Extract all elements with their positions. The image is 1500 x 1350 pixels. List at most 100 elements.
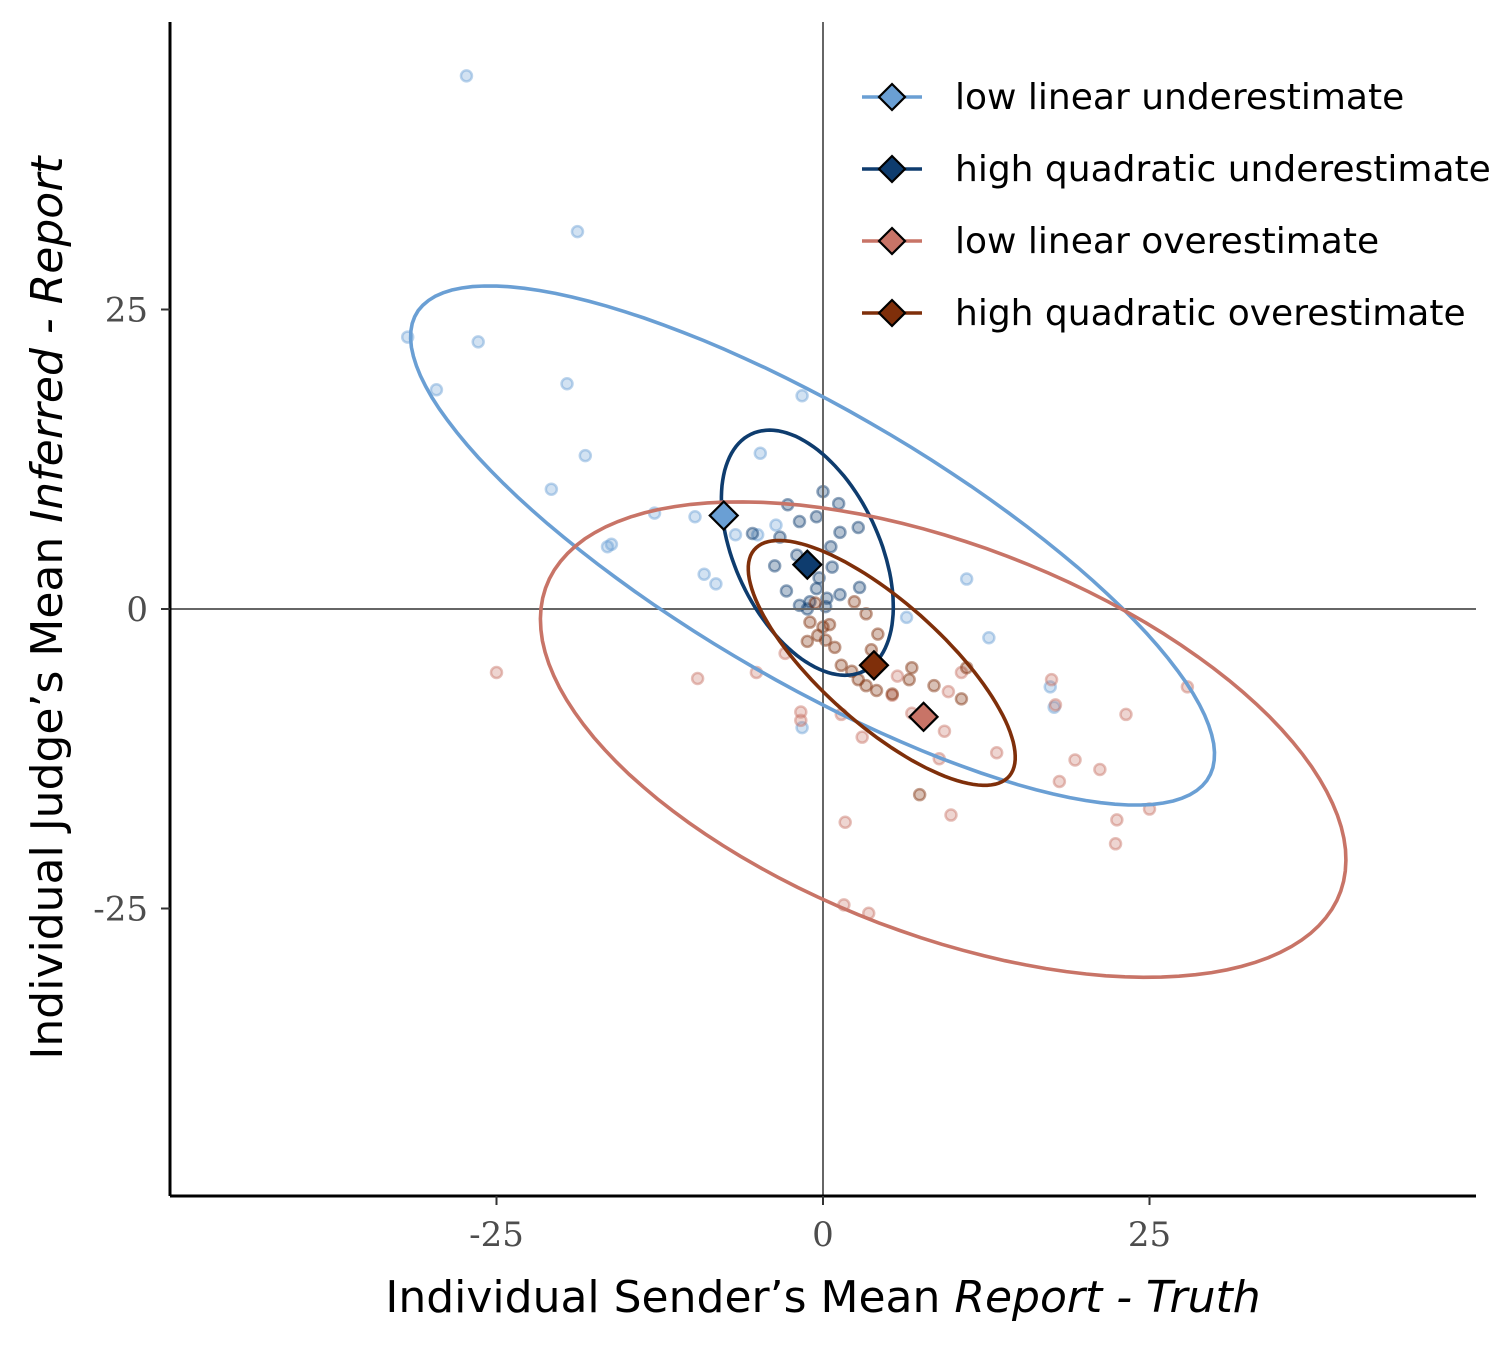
data-point — [859, 678, 873, 693]
y-tick-label: -25 — [93, 889, 148, 929]
series-points-4 — [800, 595, 974, 802]
data-point — [560, 377, 574, 391]
x-axis-title-prefix: Individual Sender’s Mean — [385, 1272, 954, 1323]
data-point — [1047, 700, 1061, 714]
series-points-3 — [489, 646, 1195, 921]
data-point — [795, 720, 809, 735]
mean-marker-series-1 — [708, 500, 740, 532]
x-tick-label: -25 — [469, 1215, 524, 1255]
legend-label: high quadratic underestimate — [955, 149, 1491, 190]
data-point — [885, 688, 899, 703]
data-point — [899, 610, 914, 625]
data-point — [578, 448, 593, 463]
data-point — [728, 527, 743, 542]
data-point — [989, 746, 1004, 760]
data-point — [471, 335, 485, 349]
mean-marker-series-3 — [908, 701, 940, 733]
legend: low linear underestimate high quadratic u… — [862, 77, 1491, 334]
data-point — [808, 596, 822, 610]
data-point — [905, 660, 919, 675]
data-point — [795, 389, 809, 403]
data-point — [750, 527, 765, 542]
legend-label: low linear overestimate — [955, 221, 1379, 262]
data-point — [959, 572, 974, 586]
data-point — [800, 634, 815, 649]
x-tick-label: 25 — [1128, 1215, 1171, 1255]
data-point — [1093, 762, 1107, 777]
legend-diamond-icon — [877, 298, 907, 328]
data-point — [890, 669, 905, 683]
y-tick-label: 0 — [126, 590, 148, 630]
data-point — [794, 713, 808, 728]
data-point — [1110, 813, 1124, 827]
data-point — [828, 640, 842, 655]
data-point — [544, 482, 559, 496]
means-layer — [708, 500, 940, 733]
data-point — [604, 537, 619, 552]
data-point — [824, 539, 838, 554]
legend-diamond-icon — [877, 82, 907, 112]
data-point — [429, 383, 444, 397]
data-point — [803, 595, 817, 609]
data-point — [1048, 698, 1063, 712]
ellipse-series-4 — [746, 538, 1017, 788]
data-point — [745, 526, 760, 541]
data-point — [838, 815, 852, 829]
data-point — [954, 692, 969, 706]
data-point — [570, 224, 585, 239]
ellipses-layer — [408, 284, 1348, 980]
data-point — [767, 559, 782, 573]
data-point — [851, 520, 866, 535]
data-point — [600, 539, 615, 554]
data-point — [688, 510, 702, 524]
data-point — [809, 581, 824, 596]
legend-item-1: low linear underestimate — [862, 77, 1404, 118]
data-point — [820, 591, 834, 605]
data-point — [831, 496, 846, 511]
legend-item-2: high quadratic underestimate — [862, 149, 1491, 190]
data-point — [459, 69, 474, 83]
data-point — [825, 560, 839, 574]
data-point — [1044, 672, 1059, 687]
data-point — [489, 665, 504, 680]
data-point — [779, 584, 794, 598]
legend-item-4: high quadratic overestimate — [862, 293, 1466, 334]
data-point — [902, 672, 916, 687]
ellipse-series-1 — [408, 284, 1217, 807]
data-point — [885, 687, 899, 701]
data-point — [792, 514, 807, 529]
data-point — [833, 525, 847, 540]
ellipse-series-3 — [538, 500, 1348, 980]
data-point — [697, 567, 711, 582]
data-point — [871, 627, 885, 641]
data-point — [927, 678, 941, 693]
legend-item-3: low linear overestimate — [862, 221, 1379, 262]
data-point — [690, 671, 705, 686]
data-point — [944, 808, 958, 822]
x-axis-title: Individual Sender’s Mean Report - Truth — [385, 1272, 1260, 1323]
data-point — [869, 683, 884, 698]
series-points-2 — [745, 484, 867, 616]
data-point — [937, 724, 952, 738]
legend-diamond-icon — [877, 226, 907, 256]
mean-marker-series-4 — [858, 649, 890, 681]
x-axis-title-italic: Report - Truth — [954, 1272, 1260, 1323]
legend-label: low linear underestimate — [955, 77, 1404, 118]
data-point — [833, 587, 847, 602]
data-point — [912, 787, 927, 802]
data-point — [847, 595, 862, 609]
axes-layer: -25 0 25 -25 0 25 — [93, 22, 1476, 1255]
y-axis-title-prefix: Individual Judge’s Mean — [22, 523, 73, 1060]
data-point — [834, 658, 849, 673]
data-point — [941, 684, 956, 699]
series-points-1 — [400, 69, 1061, 735]
data-point — [1043, 680, 1057, 694]
data-point — [822, 617, 837, 632]
data-point — [803, 615, 817, 629]
data-point — [709, 577, 723, 591]
y-axis-title: Individual Judge’s Mean Inferred - Repor… — [22, 155, 73, 1060]
x-tick-label: 0 — [812, 1215, 834, 1255]
data-point — [1119, 707, 1133, 722]
data-point — [812, 571, 826, 585]
